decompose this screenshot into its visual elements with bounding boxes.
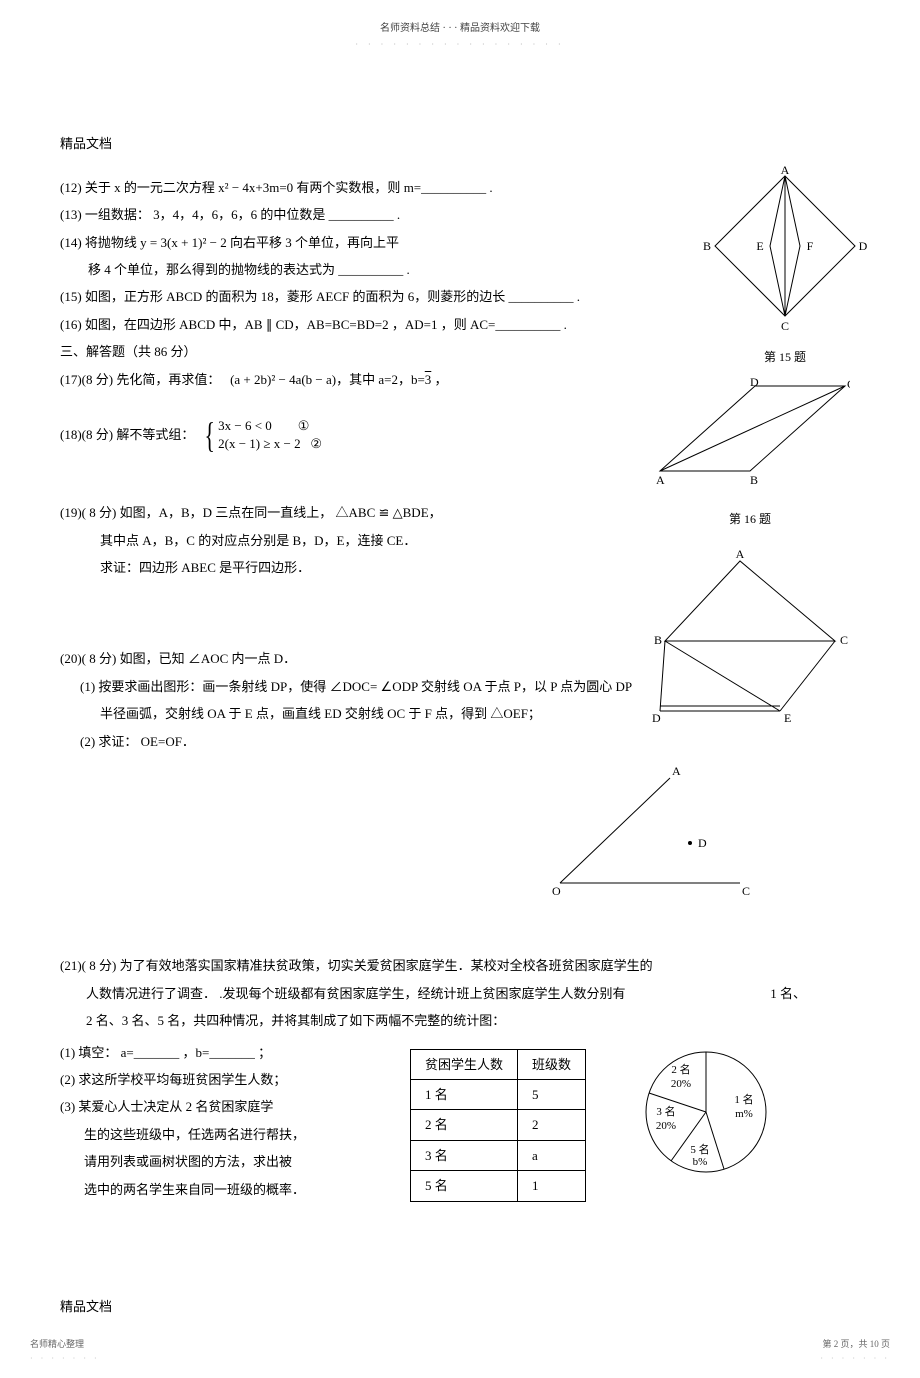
q18-l2: 2(x − 1) ≥ x − 2: [218, 436, 300, 451]
page-header: 名师资料总结 · · · 精品资料欢迎下载 · · · · · · · · · …: [60, 20, 860, 52]
svg-text:D: D: [652, 711, 661, 725]
q21-l3: 2 名、3 名、5 名，共四种情况，并将其制成了如下两幅不完整的统计图：: [86, 1009, 860, 1032]
q12-tail: m=__________ .: [404, 180, 493, 195]
header-text: 名师资料总结 · · · 精品资料欢迎下载: [60, 20, 860, 38]
svg-text:E: E: [784, 711, 791, 725]
q21-s3a: (3) 某爱心人士决定从 2 名贫困家庭学: [60, 1095, 380, 1118]
q17-c: ，: [431, 372, 447, 387]
doc-label-bottom: 精品文档: [60, 1295, 860, 1318]
q17-a: (17)(8 分) 先化简，再求值：: [60, 372, 220, 387]
svg-text:5 名: 5 名: [690, 1142, 709, 1156]
r2c2: 2: [518, 1110, 586, 1140]
fig15-E: E: [756, 239, 763, 253]
svg-text:A: A: [736, 547, 745, 561]
figure-q19: A B C D E: [640, 546, 850, 726]
r2c1: 2 名: [411, 1110, 518, 1140]
fig15-caption: 第 15 题: [700, 347, 870, 369]
q18-c1: ①: [298, 418, 310, 433]
q21-pie: 2 名 20% 3 名 20% 5 名 b% 1 名 m%: [616, 1037, 796, 1194]
svg-text:O: O: [552, 884, 561, 898]
svg-text:B: B: [654, 633, 662, 647]
q21-subparts: (1) 填空： a=_______ ，b=_______ ； (2) 求这所学校…: [60, 1037, 380, 1205]
svg-text:D: D: [750, 376, 759, 389]
footer-right-dots: · · · · · · ·: [820, 1352, 890, 1366]
q20-l4: (2) 求证： OE=OF．: [80, 730, 860, 753]
q18-brace: {: [204, 417, 214, 453]
fig15-B: B: [703, 239, 711, 253]
q21-table: 贫困学生人数 班级数 1 名5 2 名2 3 名a 5 名1: [410, 1049, 586, 1202]
fig15-D: D: [859, 239, 868, 253]
q21-l1-text: (21)( 8 分) 为了有效地落实国家精准扶贫政策，切实关爱贫困家庭学生．某校…: [60, 958, 653, 973]
svg-text:3 名: 3 名: [656, 1104, 675, 1118]
th-1: 贫困学生人数: [411, 1049, 518, 1079]
r1c2: 5: [518, 1079, 586, 1109]
r4c2: 1: [518, 1171, 586, 1201]
header-dots: · · · · · · · · · · · · · · · · ·: [60, 38, 860, 52]
figure-q20: A O C D: [440, 763, 860, 910]
r1c1: 1 名: [411, 1079, 518, 1109]
fig15-F: F: [807, 239, 814, 253]
svg-text:20%: 20%: [671, 1078, 691, 1090]
svg-text:1 名: 1 名: [734, 1092, 753, 1106]
q21-l1: (21)( 8 分) 为了有效地落实国家精准扶贫政策，切实关爱贫困家庭学生．某校…: [60, 954, 860, 977]
svg-text:D: D: [698, 836, 707, 850]
doc-label-top: 精品文档: [60, 132, 860, 155]
q21-s3c: 请用列表或画树状图的方法，求出被: [84, 1150, 380, 1173]
svg-text:C: C: [847, 377, 850, 391]
q21-s2: (2) 求这所学校平均每班贫困学生人数；: [60, 1068, 380, 1091]
figure-q16: A B C D 第 16 题: [650, 376, 850, 506]
svg-text:m%: m%: [735, 1108, 753, 1120]
q17-b: (a + 2b)² − 4a(b − a)，其中 a=2，b=: [230, 372, 425, 387]
q21-l2: 人数情况进行了调查． .发现每个班级都有贫困家庭学生，经统计班上贫困家庭学生人数…: [86, 982, 626, 1005]
r3c1: 3 名: [411, 1140, 518, 1170]
footer-left-text: 名师精心整理: [30, 1336, 100, 1352]
fig16-caption: 第 16 题: [650, 509, 850, 531]
svg-text:C: C: [742, 884, 750, 898]
q12-eq: x² − 4x+3m=0 有两个实数根，则: [218, 180, 400, 195]
page-footer: 名师精心整理 · · · · · · · 第 2 页，共 10 页 · · · …: [30, 1336, 890, 1367]
r3c2: a: [518, 1140, 586, 1170]
svg-text:2 名: 2 名: [671, 1062, 690, 1076]
q21-l2row: 人数情况进行了调查． .发现每个班级都有贫困家庭学生，经统计班上贫困家庭学生人数…: [86, 982, 806, 1005]
footer-left-dots: · · · · · · ·: [30, 1352, 100, 1366]
fig15-C: C: [781, 319, 789, 333]
svg-text:B: B: [750, 473, 758, 487]
q21-table-wrap: 贫困学生人数 班级数 1 名5 2 名2 3 名a 5 名1: [410, 1049, 586, 1202]
q14-a: (14) 将抛物线: [60, 235, 137, 250]
svg-text:A: A: [656, 473, 665, 487]
q18-c2: ②: [310, 436, 322, 451]
q21-s3b: 生的这些班级中，任选两名进行帮扶，: [84, 1123, 380, 1146]
content-area: A B C D E F 第 15 题 (12) 关于 x 的一元二次方程 x² …: [60, 176, 860, 1319]
q21-s1: (1) 填空： a=_______ ，b=_______ ；: [60, 1041, 380, 1064]
fig15-A: A: [781, 166, 790, 177]
footer-right-text: 第 2 页，共 10 页: [820, 1336, 890, 1352]
q18-eqs: 3x − 6 < 0 ① 2(x − 1) ≥ x − 2 ②: [218, 417, 322, 453]
svg-text:20%: 20%: [656, 1120, 676, 1132]
q21-l1b: 1 名、: [770, 982, 806, 1005]
q21-s3d: 选中的两名学生来自同一班级的概率．: [84, 1178, 380, 1201]
svg-text:C: C: [840, 633, 848, 647]
q18-a: (18)(8 分) 解不等式组：: [60, 423, 194, 446]
r4c1: 5 名: [411, 1171, 518, 1201]
figure-q15: A B C D E F 第 15 题: [700, 166, 870, 346]
q18-l1: 3x − 6 < 0: [218, 418, 272, 433]
q12-prefix: (12) 关于 x 的一元二次方程: [60, 180, 215, 195]
svg-text:b%: b%: [693, 1156, 708, 1168]
q21-bottom-row: (1) 填空： a=_______ ，b=_______ ； (2) 求这所学校…: [60, 1037, 860, 1205]
svg-text:A: A: [672, 764, 681, 778]
q14-b: y = 3(x + 1)² − 2 向右平移 3 个单位，再向上平: [140, 235, 399, 250]
th-2: 班级数: [518, 1049, 586, 1079]
